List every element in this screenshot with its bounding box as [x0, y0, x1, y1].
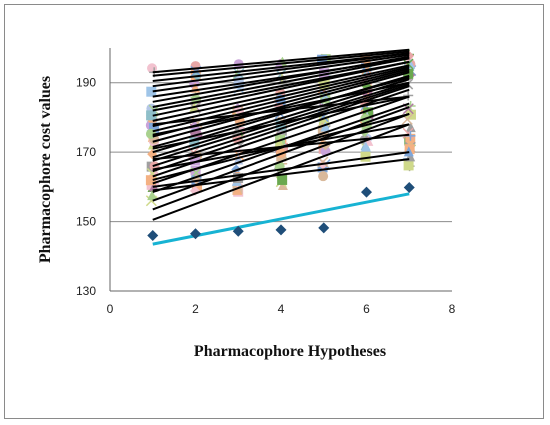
axes — [109, 48, 452, 292]
bg-marker — [403, 90, 414, 101]
trendline — [152, 113, 410, 211]
bg-marker — [319, 68, 330, 79]
tick-labels: 0 2 4 6 8 130 150 170 190 — [76, 76, 456, 316]
trendline — [152, 158, 410, 192]
y-tick-label: 150 — [76, 215, 96, 229]
bg-marker — [403, 68, 414, 79]
bg-marker — [147, 190, 158, 201]
bg-marker — [189, 137, 200, 148]
bg-marker — [145, 175, 156, 186]
x-tick-label: 6 — [363, 302, 370, 316]
trendline — [152, 95, 410, 126]
bg-marker — [403, 160, 414, 171]
trendline — [152, 76, 410, 148]
trendline — [152, 151, 410, 188]
trendline — [152, 57, 410, 108]
x-tick-label: 2 — [192, 302, 199, 316]
bg-marker — [277, 174, 288, 185]
bg-marker — [149, 122, 160, 133]
bg-marker — [363, 107, 374, 118]
trendline — [152, 112, 410, 181]
data-point — [275, 224, 287, 236]
bg-marker — [190, 165, 201, 176]
bg-marker — [276, 125, 287, 136]
bg-marker — [233, 68, 245, 80]
bg-marker — [146, 86, 157, 97]
trendline — [152, 48, 410, 74]
trendline — [152, 52, 410, 82]
data-point — [232, 225, 244, 237]
bg-marker — [405, 122, 416, 133]
bg-marker — [274, 137, 285, 148]
bg-marker — [189, 155, 200, 166]
bg-marker — [402, 127, 414, 139]
bg-marker — [192, 182, 203, 193]
bg-marker — [360, 141, 371, 152]
trendlines — [152, 48, 410, 221]
data-point — [318, 222, 330, 234]
data-point — [361, 186, 372, 198]
data-point — [147, 229, 159, 241]
trendline — [152, 83, 410, 167]
bg-marker — [318, 171, 329, 182]
trendline — [152, 53, 410, 93]
data-point — [190, 228, 201, 240]
bg-marker — [320, 121, 331, 132]
x-tick-label: 0 — [107, 302, 114, 316]
bg-marker — [146, 110, 157, 121]
series-trendline — [152, 192, 410, 246]
x-tick-label: 8 — [449, 302, 456, 316]
x-axis-title: Pharmacophore Hypotheses — [194, 343, 386, 360]
main-series — [147, 182, 415, 246]
trendline — [152, 66, 410, 128]
bg-marker — [360, 151, 371, 162]
trendline — [152, 95, 410, 150]
trendline — [152, 123, 410, 221]
trendline — [152, 57, 410, 98]
y-axis-title: Pharmacophore cost values — [37, 76, 54, 263]
trendline — [152, 60, 410, 112]
data-point — [403, 182, 415, 194]
x-tick-label: 4 — [278, 302, 285, 316]
bg-marker — [232, 184, 243, 195]
y-tick-label: 130 — [76, 284, 96, 298]
trendline — [152, 50, 410, 77]
bg-marker — [318, 116, 329, 127]
y-tick-label: 170 — [76, 145, 96, 159]
trendline — [152, 81, 410, 136]
bg-marker — [277, 179, 288, 190]
trendline — [152, 67, 410, 133]
bg-marker — [320, 93, 331, 104]
trendline — [152, 64, 410, 122]
trendline — [152, 71, 410, 143]
y-tick-label: 190 — [76, 76, 96, 90]
